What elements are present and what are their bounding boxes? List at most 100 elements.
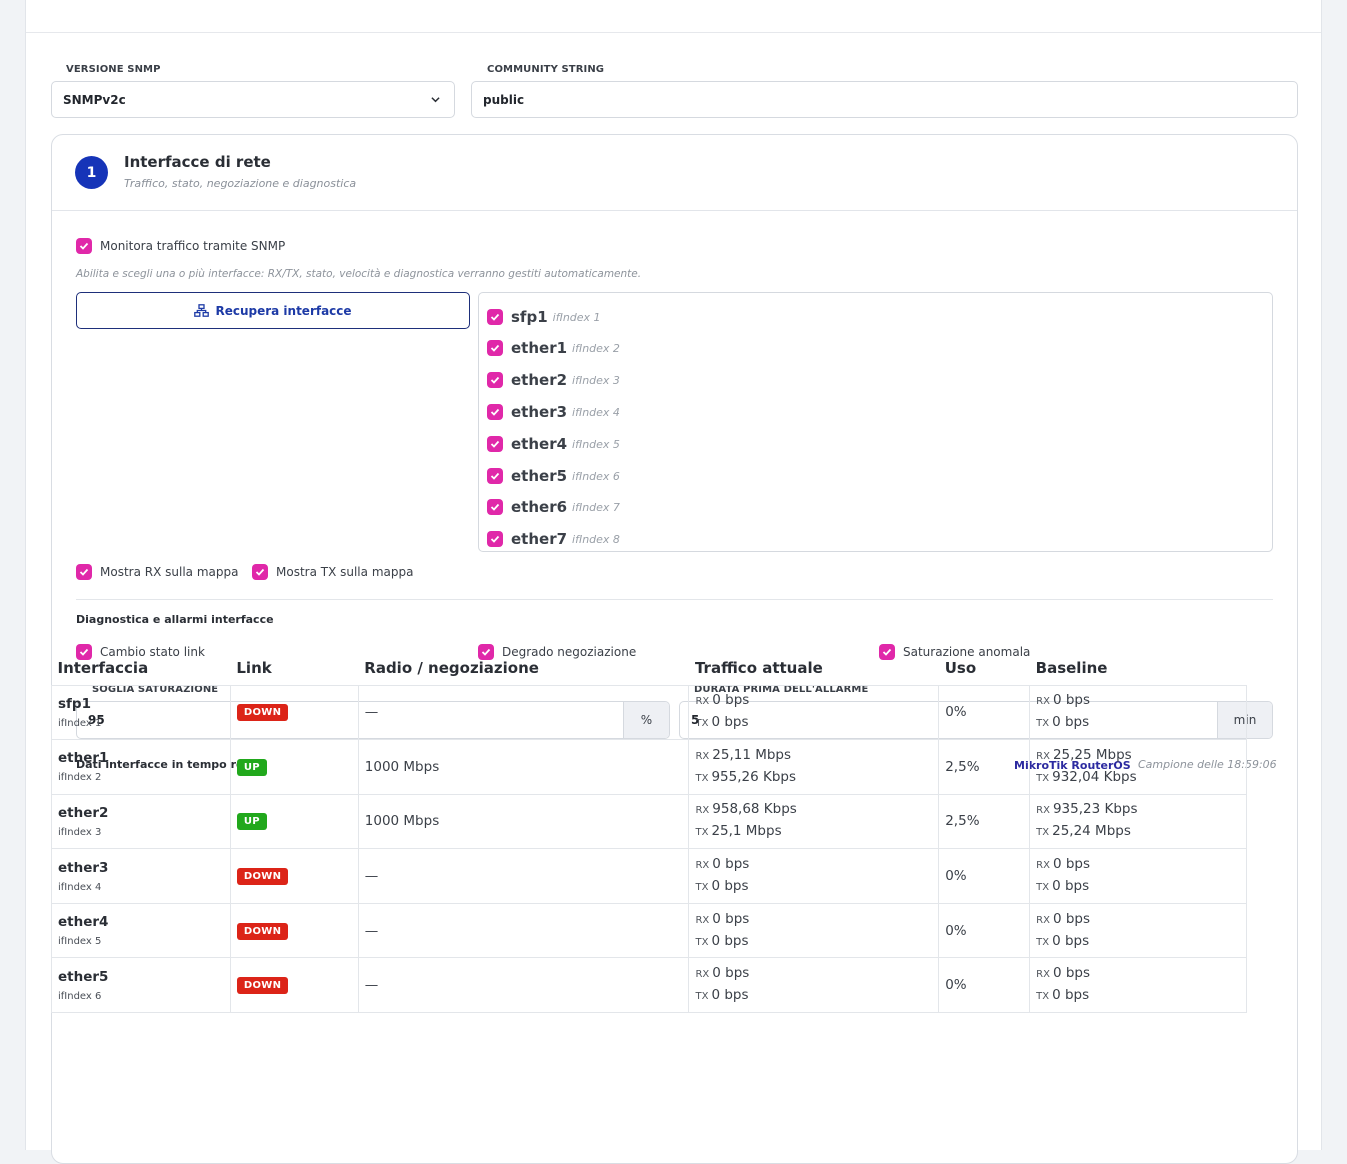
check-icon bbox=[481, 648, 491, 656]
divider bbox=[76, 599, 1273, 600]
tx-tag: TX bbox=[695, 882, 709, 894]
interface-checkbox[interactable] bbox=[487, 436, 503, 452]
baseline-rx-value: 25,25 Mbps bbox=[1052, 746, 1132, 763]
interface-list[interactable]: sfp1 ifIndex 1 ether1 ifIndex 2 ether2 ifIn… bbox=[478, 292, 1273, 552]
traffic-cell: RX 0 bps TX 0 bps bbox=[688, 848, 940, 904]
row-interface-index: ifIndex 5 bbox=[58, 936, 102, 948]
rx-value: 0 bps bbox=[712, 910, 750, 927]
fetch-interfaces-button[interactable]: Recupera interfacce bbox=[76, 292, 470, 329]
interface-option[interactable]: ether5 ifIndex 6 bbox=[487, 465, 620, 487]
interface-checkbox[interactable] bbox=[487, 372, 503, 388]
community-string-value: public bbox=[483, 92, 525, 107]
interface-option[interactable]: ether3 ifIndex 4 bbox=[487, 401, 620, 423]
tx-tag: TX bbox=[1036, 936, 1050, 948]
interface-option[interactable]: ether7 ifIndex 8 bbox=[487, 528, 620, 550]
show-tx-checkbox[interactable] bbox=[252, 564, 268, 580]
check-icon bbox=[490, 535, 500, 543]
table-row: sfp1 ifIndex 1 DOWN — RX 0 bps TX 0 bps 0% R… bbox=[51, 684, 1247, 741]
baseline-cell: RX 25,25 Mbps TX 932,04 Kbps bbox=[1029, 739, 1247, 795]
usage-cell: 2,5% bbox=[938, 739, 1031, 795]
negotiation-cell: — bbox=[357, 684, 690, 741]
tx-tag: TX bbox=[1036, 718, 1050, 730]
row-interface-index: ifIndex 4 bbox=[58, 881, 102, 893]
snmp-version-select[interactable]: SNMPv2c bbox=[51, 81, 455, 118]
interface-name: ether1 bbox=[511, 339, 568, 357]
traffic-cell: RX 0 bps TX 0 bps bbox=[688, 684, 940, 741]
baseline-cell: RX 0 bps TX 0 bps bbox=[1029, 684, 1247, 741]
interface-name: ether2 bbox=[511, 371, 568, 389]
baseline-tx-value: 0 bps bbox=[1052, 932, 1090, 949]
interface-cell: ether4 ifIndex 5 bbox=[51, 902, 231, 959]
interface-checkbox[interactable] bbox=[487, 340, 503, 356]
interface-option[interactable]: ether6 ifIndex 7 bbox=[487, 496, 620, 518]
interface-index: ifIndex 5 bbox=[572, 437, 620, 451]
baseline-tx-value: 0 bps bbox=[1052, 878, 1090, 895]
card-title: Interfacce di rete bbox=[124, 153, 271, 171]
interface-option[interactable]: ether2 ifIndex 3 bbox=[487, 369, 620, 391]
row-interface-name: ether2 bbox=[58, 804, 109, 821]
check-icon bbox=[79, 242, 89, 250]
row-interface-index: ifIndex 6 bbox=[58, 990, 102, 1002]
tx-value: 0 bps bbox=[711, 932, 749, 949]
check-icon bbox=[490, 313, 500, 321]
tx-tag: TX bbox=[695, 936, 709, 948]
tx-value: 955,26 Kbps bbox=[711, 768, 796, 785]
check-icon bbox=[79, 648, 89, 656]
negotiation-cell: 1000 Mbps bbox=[357, 739, 690, 795]
column-header: Link bbox=[236, 658, 272, 677]
page: VERSIONE SNMP SNMPv2c COMMUNITY STRING p… bbox=[25, 0, 1322, 1164]
rx-value: 0 bps bbox=[712, 965, 750, 982]
negotiation-degrade-label: Degrado negoziazione bbox=[502, 645, 637, 659]
row-interface-name: ether4 bbox=[58, 914, 109, 931]
saturation-checkbox[interactable] bbox=[879, 644, 895, 660]
link-change-checkbox[interactable] bbox=[76, 644, 92, 660]
baseline-cell: RX 0 bps TX 0 bps bbox=[1029, 902, 1247, 959]
snmp-version-value: SNMPv2c bbox=[63, 92, 126, 107]
baseline-cell: RX 935,23 Kbps TX 25,24 Mbps bbox=[1029, 793, 1247, 850]
tx-tag: TX bbox=[695, 991, 709, 1003]
show-rx-checkbox[interactable] bbox=[76, 564, 92, 580]
interface-option[interactable]: ether1 ifIndex 2 bbox=[487, 337, 620, 359]
show-tx-label: Mostra TX sulla mappa bbox=[276, 565, 414, 579]
traffic-cell: RX 0 bps TX 0 bps bbox=[688, 957, 940, 1014]
baseline-rx-value: 0 bps bbox=[1052, 692, 1091, 709]
interface-checkbox[interactable] bbox=[487, 468, 503, 484]
tx-tag: TX bbox=[695, 772, 709, 784]
rx-tag: RX bbox=[695, 696, 710, 708]
tx-tag: TX bbox=[1036, 991, 1050, 1003]
interface-checkbox[interactable] bbox=[487, 499, 503, 515]
row-interface-index: ifIndex 1 bbox=[58, 717, 102, 729]
rx-tag: RX bbox=[1036, 696, 1050, 708]
monitor-traffic-checkbox[interactable] bbox=[76, 238, 92, 254]
interface-index: ifIndex 4 bbox=[572, 405, 620, 419]
usage-cell: 0% bbox=[938, 902, 1031, 959]
rx-tag: RX bbox=[1036, 860, 1050, 872]
row-interface-index: ifIndex 3 bbox=[58, 826, 102, 838]
link-cell: DOWN bbox=[229, 902, 359, 959]
interface-index: ifIndex 7 bbox=[572, 500, 620, 514]
check-icon bbox=[882, 648, 892, 656]
tx-value: 25,1 Mbps bbox=[711, 823, 782, 840]
interface-name: ether5 bbox=[511, 467, 568, 485]
check-icon bbox=[490, 440, 500, 448]
rx-value: 0 bps bbox=[712, 856, 750, 873]
community-string-input[interactable]: public bbox=[471, 81, 1298, 118]
row-interface-name: ether3 bbox=[58, 859, 109, 876]
interface-option[interactable]: sfp1 ifIndex 1 bbox=[487, 306, 601, 328]
chevron-down-icon bbox=[431, 97, 440, 103]
negotiation-cell: — bbox=[357, 957, 690, 1014]
table-row: ether3 ifIndex 4 DOWN — RX 0 bps TX 0 bps 0%… bbox=[51, 848, 1247, 904]
interface-option[interactable]: ether4 ifIndex 5 bbox=[487, 433, 620, 455]
interface-checkbox[interactable] bbox=[487, 309, 503, 325]
rx-tag: RX bbox=[1036, 969, 1050, 981]
traffic-cell: RX 25,11 Mbps TX 955,26 Kbps bbox=[688, 739, 940, 795]
baseline-cell: RX 0 bps TX 0 bps bbox=[1029, 848, 1247, 904]
card-subtitle: Traffico, stato, negoziazione e diagnost… bbox=[124, 177, 357, 190]
link-cell: UP bbox=[229, 739, 359, 795]
interface-checkbox[interactable] bbox=[487, 531, 503, 547]
tx-tag: TX bbox=[1036, 772, 1050, 784]
interface-checkbox[interactable] bbox=[487, 404, 503, 420]
check-icon bbox=[490, 503, 500, 511]
link-status-badge: DOWN bbox=[236, 922, 289, 940]
negotiation-degrade-checkbox[interactable] bbox=[478, 644, 494, 660]
